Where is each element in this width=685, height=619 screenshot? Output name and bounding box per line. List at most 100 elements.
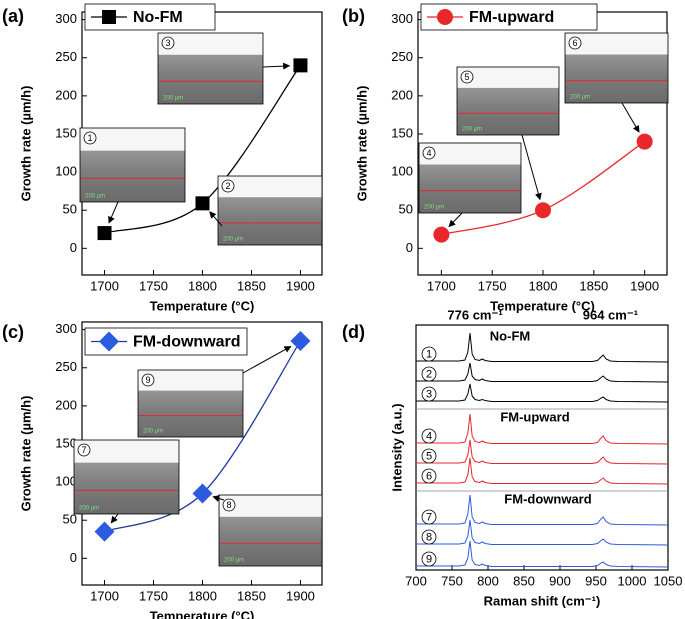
inset-label: 3	[165, 38, 170, 48]
y-tick-label: 250	[391, 49, 413, 64]
inset-label-circle	[83, 131, 97, 145]
x-axis-label: Temperature (°C)	[490, 298, 595, 313]
inset-label-circle	[568, 36, 582, 50]
inset-top	[80, 128, 185, 151]
x-tick-label: 1900	[286, 588, 315, 603]
spectrum-label-circle	[421, 529, 437, 545]
inset-arrow	[110, 513, 119, 524]
y-tick-label: 250	[55, 359, 77, 374]
inset-label: 8	[226, 500, 231, 510]
y-axis-label: Intensity (a.u.)	[389, 403, 404, 491]
inset-top	[219, 495, 322, 517]
inset-label: 9	[145, 375, 150, 385]
inset: 4 200 µm	[418, 142, 522, 214]
spectrum-label-circle	[421, 551, 437, 567]
inset-label-circle	[77, 443, 91, 457]
x-tick-label: 1800	[529, 278, 558, 293]
inset-arrow	[521, 134, 542, 201]
x-tick-label: 1900	[286, 278, 315, 293]
x-tick-label: 1900	[630, 278, 659, 293]
inset: 5 200 µm	[456, 66, 560, 136]
inset: 9 200 µm	[137, 369, 244, 438]
marker	[102, 10, 116, 24]
spectrum	[416, 413, 669, 445]
x-tick-label: 1750	[478, 278, 507, 293]
panel-label: (c)	[2, 322, 24, 342]
spectrum-label: 8	[426, 531, 432, 543]
inset-arrow	[242, 345, 292, 374]
x-tick-label: 850	[513, 573, 535, 588]
y-tick-label: 50	[399, 202, 413, 217]
x-tick-label: 800	[477, 573, 499, 588]
x-tick-label: 1050	[654, 573, 683, 588]
inset-scale: 200 µm	[424, 205, 444, 211]
group-label: FM-upward	[500, 409, 569, 424]
inset: 7 200 µm	[73, 439, 180, 515]
inset-label-circle	[460, 70, 474, 84]
group-label: FM-downward	[504, 491, 591, 506]
spectrum	[416, 457, 669, 485]
inset: 1 200 µm	[79, 127, 186, 203]
inset: 3 200 µm	[157, 32, 264, 105]
plot-frame	[415, 324, 669, 571]
marker	[433, 226, 450, 243]
x-tick-label: 1850	[237, 278, 266, 293]
marker	[636, 133, 653, 150]
y-tick-label: 150	[391, 125, 413, 140]
peak-annotation: 776 cm⁻¹	[447, 307, 502, 322]
marker	[195, 196, 210, 211]
spectrum-label: 2	[426, 368, 432, 380]
inset-top	[218, 176, 322, 198]
group-label: No-FM	[490, 328, 530, 343]
y-tick-label: 50	[63, 202, 77, 217]
inset-top	[457, 67, 559, 88]
inset-scale: 200 µm	[462, 127, 482, 133]
inset-arrow	[448, 212, 463, 228]
panel-label: (b)	[342, 6, 365, 26]
inset-scale: 200 µm	[224, 558, 244, 564]
y-tick-label: 0	[70, 240, 77, 255]
y-axis-label: Growth rate (µm/h)	[18, 86, 33, 202]
marker	[290, 331, 311, 352]
y-tick-label: 100	[55, 474, 77, 489]
inset-scale: 200 µm	[85, 194, 105, 200]
peak-annotation: 964 cm⁻¹	[583, 307, 638, 322]
x-axis-label: Temperature (°C)	[150, 298, 255, 313]
spectrum-label: 6	[426, 470, 432, 482]
legend-label: No-FM	[133, 9, 183, 26]
x-tick-label: 700	[405, 573, 427, 588]
marker	[293, 58, 308, 73]
x-tick-label: 1850	[237, 588, 266, 603]
spectrum	[416, 494, 669, 526]
marker	[94, 521, 115, 542]
inset-label: 6	[572, 38, 577, 48]
x-tick-label: 1000	[618, 573, 647, 588]
spectrum	[416, 519, 669, 546]
x-tick-label: 1700	[90, 278, 119, 293]
x-tick-label: 1750	[139, 278, 168, 293]
inset-arrow	[209, 211, 223, 227]
inset-top	[158, 33, 263, 55]
marker	[192, 483, 213, 504]
x-tick-label: 900	[549, 573, 571, 588]
spectrum-label-circle	[421, 468, 437, 484]
spectrum-label-circle	[421, 448, 437, 464]
spectrum-label: 1	[426, 348, 432, 360]
spectrum	[416, 362, 669, 383]
x-tick-label: 950	[585, 573, 607, 588]
spectrum-label-circle	[421, 428, 437, 444]
x-tick-label: 1800	[188, 588, 217, 603]
spectrum	[416, 540, 669, 568]
inset: 2 200 µm	[217, 175, 323, 246]
y-tick-label: 200	[55, 87, 77, 102]
y-axis-label: Growth rate (µm/h)	[354, 86, 369, 202]
x-tick-label: 750	[441, 573, 463, 588]
spectrum	[416, 383, 669, 403]
inset-arrow	[108, 201, 119, 224]
y-tick-label: 300	[55, 321, 77, 336]
y-tick-label: 200	[55, 397, 77, 412]
y-tick-label: 100	[391, 164, 413, 179]
y-tick-label: 150	[55, 125, 77, 140]
spectrum-label: 4	[426, 430, 432, 442]
y-tick-label: 100	[55, 164, 77, 179]
